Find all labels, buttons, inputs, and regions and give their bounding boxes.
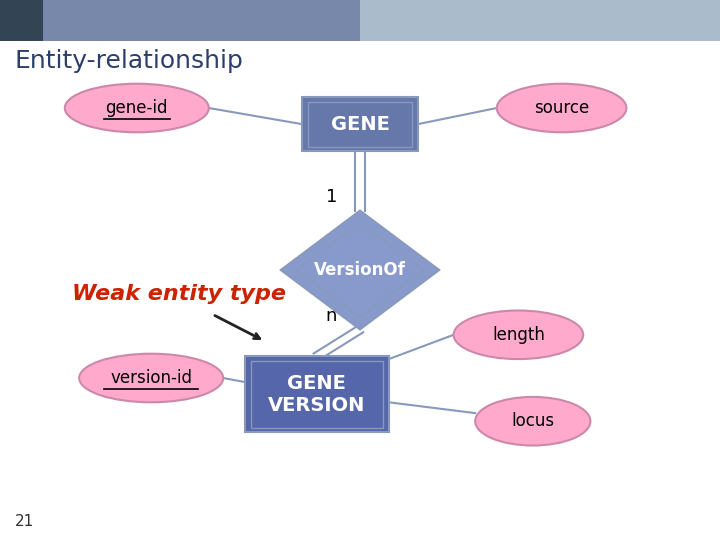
Polygon shape (281, 211, 439, 329)
Bar (245, 356, 389, 432)
Text: length: length (492, 326, 545, 344)
Text: Entity-relationship: Entity-relationship (14, 49, 243, 72)
Ellipse shape (454, 310, 583, 359)
Ellipse shape (475, 397, 590, 445)
Text: gene-id: gene-id (106, 99, 168, 117)
Text: source: source (534, 99, 589, 117)
Text: Weak entity type: Weak entity type (72, 284, 286, 305)
Ellipse shape (65, 84, 209, 132)
Text: GENE
VERSION: GENE VERSION (268, 374, 366, 415)
Bar (0, 0, 43, 40)
Ellipse shape (497, 84, 626, 132)
Text: GENE: GENE (330, 114, 390, 134)
Bar (302, 97, 418, 151)
Text: VersionOf: VersionOf (314, 261, 406, 279)
Text: 1: 1 (325, 188, 337, 206)
Ellipse shape (79, 354, 223, 402)
Bar (360, 0, 720, 40)
Bar (43, 0, 360, 40)
Text: 21: 21 (14, 514, 34, 529)
Text: n: n (325, 307, 337, 325)
Bar (308, 102, 412, 147)
Text: version-id: version-id (110, 369, 192, 387)
Bar (251, 361, 383, 428)
Text: locus: locus (511, 412, 554, 430)
